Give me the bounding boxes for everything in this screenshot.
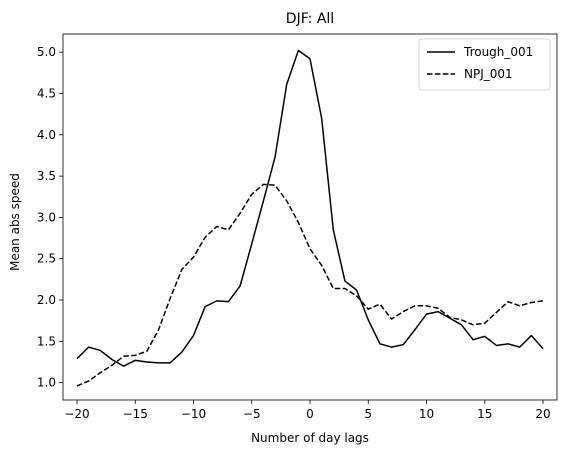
series-line-trough-001 — [76, 49, 544, 367]
y-tick-label: 2.5 — [37, 252, 56, 266]
y-axis: 1.0 1.5 2.0 2.5 3.0 3.5 4.0 4.5 5.0 — [37, 45, 63, 390]
y-tick-label: 5.0 — [37, 45, 56, 59]
x-tick-label: 0 — [306, 407, 314, 421]
y-tick-label: 4.5 — [37, 86, 56, 100]
x-tick-label: −20 — [64, 407, 89, 421]
x-axis-label: Number of day lags — [251, 431, 369, 445]
plot-area — [76, 49, 544, 387]
y-tick-label: 2.0 — [37, 293, 56, 307]
chart-title: DJF: All — [286, 11, 334, 27]
x-tick-label: −15 — [123, 407, 148, 421]
legend-label: Trough_001 — [463, 45, 533, 59]
x-tick-label: 5 — [364, 407, 372, 421]
legend-label: NPJ_001 — [464, 67, 513, 81]
x-tick-label: 15 — [477, 407, 492, 421]
x-tick-label: −5 — [243, 407, 261, 421]
y-tick-label: 1.0 — [37, 376, 56, 390]
y-tick-label: 4.0 — [37, 128, 56, 142]
x-tick-label: −10 — [181, 407, 206, 421]
x-tick-label: 10 — [419, 407, 434, 421]
axes-frame — [62, 33, 558, 401]
y-tick-label: 3.0 — [37, 210, 56, 224]
series-line-npj-001 — [76, 183, 544, 387]
x-tick-label: 20 — [535, 407, 550, 421]
y-axis-label: Mean abs speed — [8, 173, 22, 271]
y-tick-label: 1.5 — [37, 334, 56, 348]
legend: Trough_001 NPJ_001 — [418, 38, 551, 91]
y-tick-label: 3.5 — [37, 169, 56, 183]
x-axis: −20 −15 −10 −5 0 5 10 15 20 — [64, 400, 551, 421]
